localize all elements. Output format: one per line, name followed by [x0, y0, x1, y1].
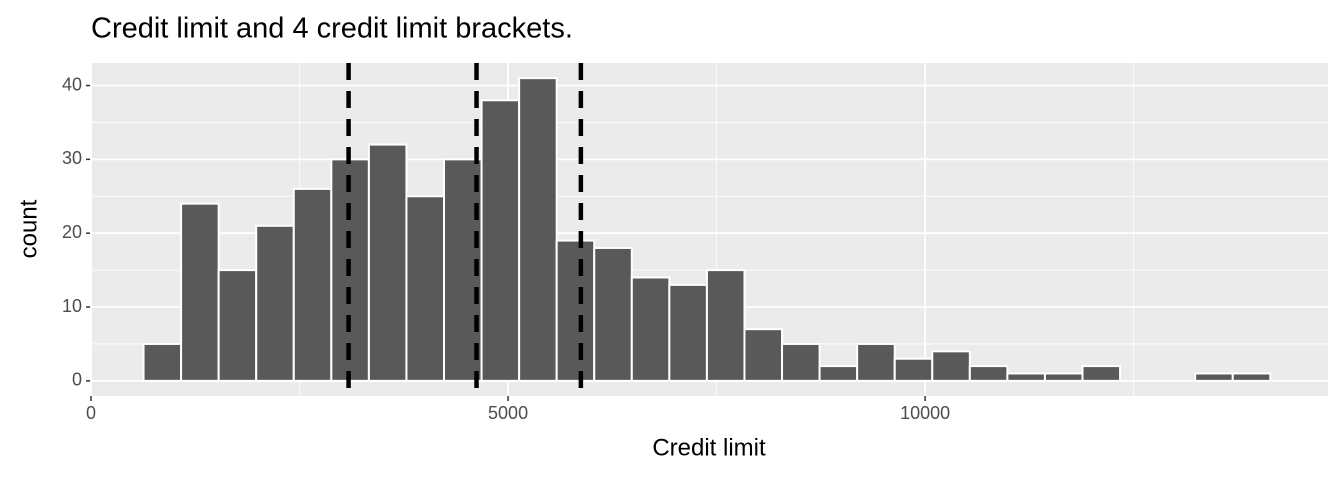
bar [405, 195, 446, 382]
bar [931, 350, 971, 382]
bar [555, 239, 596, 382]
bar [705, 269, 746, 382]
bar [367, 143, 408, 382]
bar [818, 365, 859, 382]
x-tick-label: 0 [86, 403, 96, 423]
y-tick-label: 0 [72, 370, 82, 390]
bar [668, 283, 708, 382]
bar [968, 365, 1009, 382]
bar [1194, 372, 1234, 382]
bar [856, 342, 896, 382]
bar [1006, 372, 1046, 382]
x-axis-label: Credit limit [652, 434, 766, 461]
bar [217, 269, 258, 382]
x-tick-label: 10000 [900, 403, 950, 423]
bar [480, 99, 521, 382]
bar [743, 328, 784, 382]
y-tick-label: 20 [62, 222, 82, 242]
bar [1043, 372, 1084, 382]
bar [142, 342, 183, 382]
bar [255, 224, 295, 382]
bar [593, 246, 633, 382]
bar [1081, 365, 1122, 382]
bar [292, 187, 333, 382]
y-axis-label: count [15, 199, 42, 258]
bar [893, 357, 934, 382]
y-tick-label: 30 [62, 148, 82, 168]
bar [781, 342, 821, 382]
bar [1231, 372, 1272, 382]
y-tick-label: 40 [62, 74, 82, 94]
y-tick-label: 10 [62, 296, 82, 316]
bar [518, 77, 558, 382]
bar [630, 276, 671, 382]
x-tick-label: 5000 [488, 403, 528, 423]
bar [180, 202, 220, 382]
chart-title: Credit limit and 4 credit limit brackets… [91, 13, 573, 45]
